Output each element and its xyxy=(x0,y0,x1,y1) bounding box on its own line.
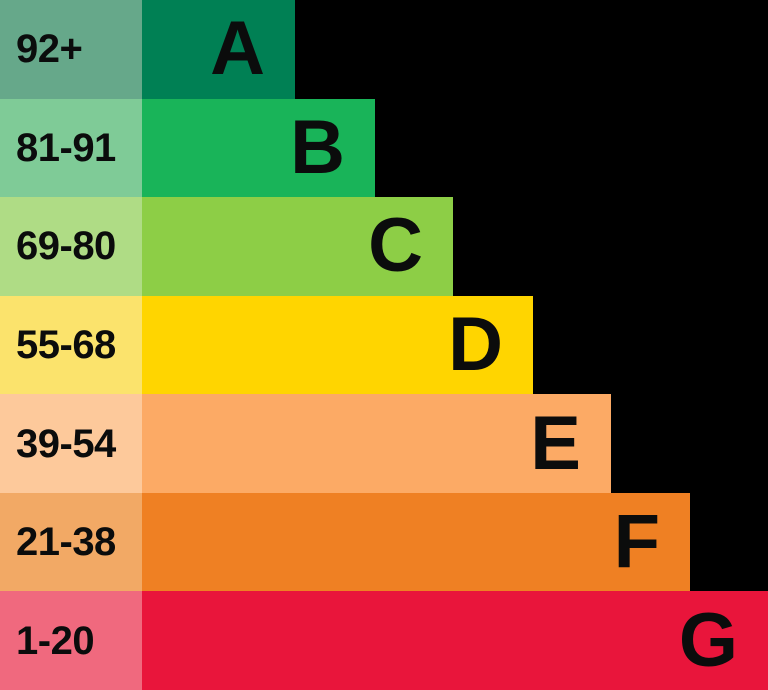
band-range-label-g: 1-20 xyxy=(16,618,95,663)
band-bar-d: D xyxy=(142,295,533,395)
band-range-label-d: 55-68 xyxy=(16,323,116,368)
band-range-cell-g: 1-20 xyxy=(0,591,142,690)
band-range-label-c: 69-80 xyxy=(16,224,116,269)
band-range-cell-b: 81-91 xyxy=(0,98,142,198)
band-letter-g: G xyxy=(678,597,738,683)
band-bar-g: G xyxy=(142,591,768,690)
band-letter-d: D xyxy=(448,302,503,388)
band-range-label-f: 21-38 xyxy=(16,520,116,565)
band-row-c: 69-80 C xyxy=(0,197,768,296)
band-bar-e: E xyxy=(142,394,611,493)
band-row-d: 55-68 D xyxy=(0,295,768,395)
band-range-label-e: 39-54 xyxy=(16,421,116,466)
band-bar-b: B xyxy=(142,98,375,198)
band-letter-b: B xyxy=(290,104,345,190)
band-range-label-b: 81-91 xyxy=(16,125,116,170)
band-letter-a: A xyxy=(210,6,265,92)
band-range-cell-a: 92+ xyxy=(0,0,142,99)
band-range-cell-f: 21-38 xyxy=(0,492,142,592)
band-bar-f: F xyxy=(142,492,690,592)
band-row-e: 39-54 E xyxy=(0,394,768,493)
band-bar-c: C xyxy=(142,197,453,296)
band-row-b: 81-91 B xyxy=(0,98,768,198)
band-range-label-a: 92+ xyxy=(16,27,83,72)
band-letter-f: F xyxy=(613,499,660,585)
band-row-f: 21-38 F xyxy=(0,492,768,592)
band-range-cell-c: 69-80 xyxy=(0,197,142,296)
band-letter-c: C xyxy=(368,203,423,289)
band-range-cell-e: 39-54 xyxy=(0,394,142,493)
band-row-g: 1-20 G xyxy=(0,591,768,690)
band-bar-a: A xyxy=(142,0,295,99)
band-row-a: 92+ A xyxy=(0,0,768,99)
band-range-cell-d: 55-68 xyxy=(0,295,142,395)
band-letter-e: E xyxy=(530,400,581,486)
